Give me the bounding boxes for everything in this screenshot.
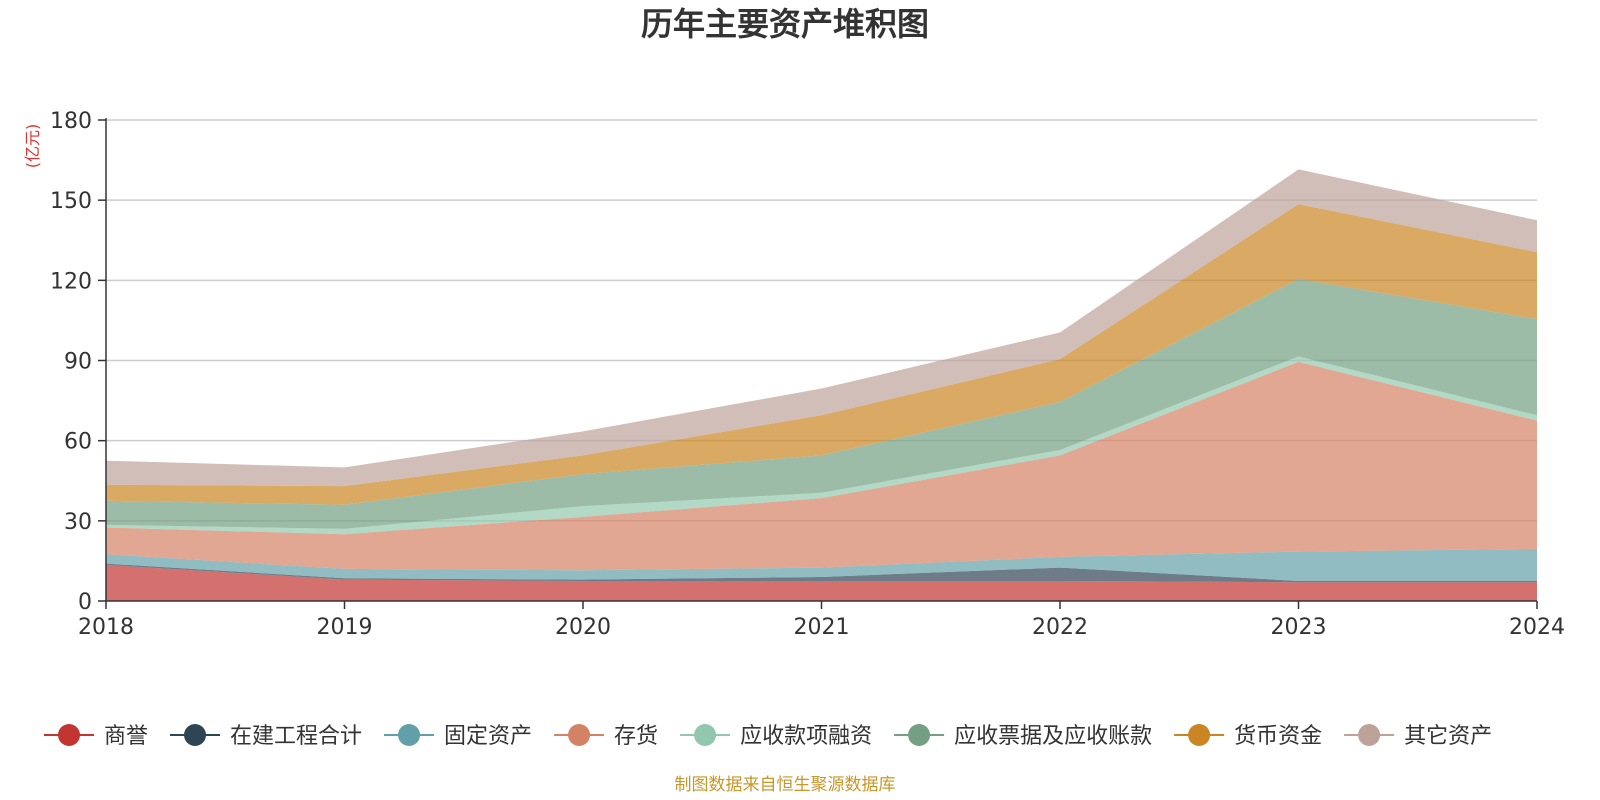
legend-item-1[interactable]: 在建工程合计 [170,724,362,749]
legend-label: 应收票据及应收账款 [954,724,1152,749]
x-tick-label: 2022 [1032,615,1088,640]
legend-label: 存货 [614,724,658,749]
data-source-note: 制图数据来自恒生聚源数据库 [675,775,896,795]
area-series-1 [106,563,1537,583]
y-tick-label: 180 [50,109,92,134]
y-tick-label: 90 [64,350,92,375]
x-tick-label: 2023 [1271,615,1327,640]
legend-label: 货币资金 [1234,724,1322,749]
legend-label: 应收款项融资 [740,724,872,749]
legend-marker [908,724,931,746]
legend-item-4[interactable]: 应收款项融资 [680,724,872,749]
y-tick-label: 60 [64,430,92,455]
y-tick-label: 30 [64,510,92,535]
legend-marker [568,724,591,746]
stacked-areas [106,169,1537,601]
x-tick-label: 2019 [317,615,373,640]
legend-label: 固定资产 [444,724,532,749]
area-series-2 [106,548,1537,581]
x-tick-label: 2024 [1509,615,1565,640]
y-tick-label: 120 [50,269,92,294]
legend-label: 其它资产 [1404,724,1492,749]
legend: 商誉 在建工程合计 固定资产 存货 应收款项融资 应收票据及应收账款 货币资金 其它资产 [44,724,1492,749]
y-axis-unit: (亿元) [23,124,42,169]
area-series-3 [106,361,1537,571]
chart-title: 历年主要资产堆积图 [641,5,929,43]
legend-marker [1358,724,1381,746]
legend-label: 商誉 [104,724,148,749]
legend-item-3[interactable]: 存货 [554,724,658,749]
axes: 0 30 60 90 120 150 180 2018 2019 2020 2021 2022 2023… [50,109,1565,640]
legend-item-6[interactable]: 货币资金 [1174,724,1322,749]
area-series-0 [106,564,1537,601]
x-tick-label: 2020 [555,615,611,640]
legend-item-7[interactable]: 其它资产 [1344,724,1492,749]
legend-label: 在建工程合计 [230,724,362,749]
area-series-5 [106,278,1537,529]
legend-item-0[interactable]: 商誉 [44,724,148,749]
x-tick-label: 2018 [78,615,134,640]
area-series-7 [106,169,1537,487]
x-tick-label: 2021 [794,615,850,640]
legend-item-5[interactable]: 应收票据及应收账款 [894,724,1152,749]
legend-marker [1188,724,1211,746]
legend-marker [58,724,80,746]
y-tick-label: 150 [50,189,92,214]
area-series-6 [106,204,1537,505]
legend-item-2[interactable]: 固定资产 [384,724,532,749]
legend-marker [184,724,207,746]
legend-marker [398,724,421,746]
legend-marker [694,724,717,746]
y-tick-label: 0 [78,590,92,615]
